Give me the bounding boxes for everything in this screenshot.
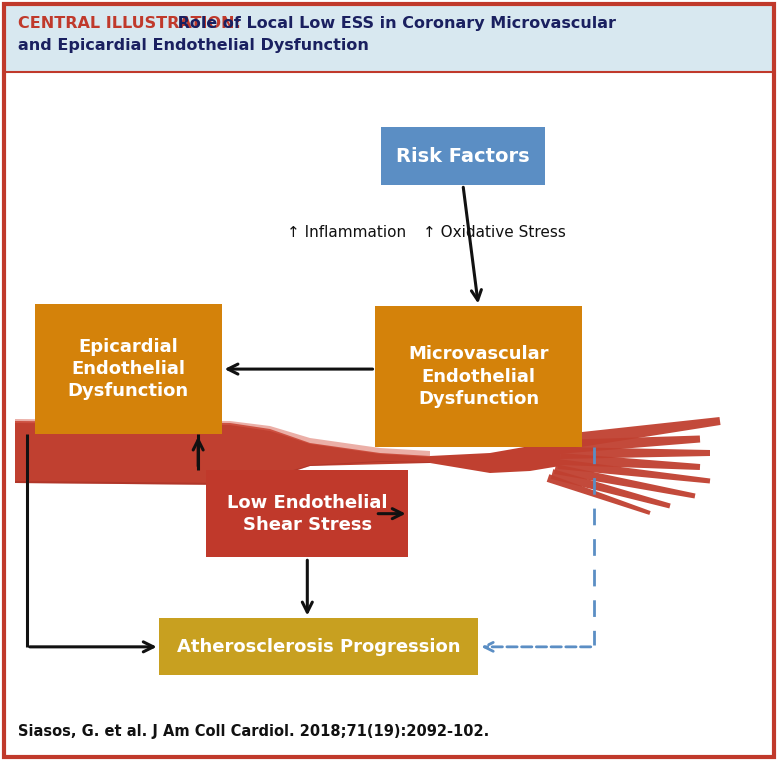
Text: Role of Local Low ESS in Coronary Microvascular: Role of Local Low ESS in Coronary Microv… [172,16,616,31]
Polygon shape [15,461,430,485]
Polygon shape [15,421,430,485]
Text: Atherosclerosis Progression: Atherosclerosis Progression [177,638,461,656]
Polygon shape [560,447,710,459]
Text: Siasos, G. et al. J Am Coll Cardiol. 2018;71(19):2092-102.: Siasos, G. et al. J Am Coll Cardiol. 201… [18,724,489,739]
Text: Microvascular
Endothelial
Dysfunction: Microvascular Endothelial Dysfunction [408,345,548,408]
Polygon shape [554,417,720,451]
Polygon shape [554,464,696,498]
Polygon shape [558,459,710,483]
Polygon shape [547,474,650,515]
Polygon shape [558,435,700,454]
FancyBboxPatch shape [35,304,222,434]
Polygon shape [15,419,430,457]
FancyBboxPatch shape [159,618,478,676]
FancyBboxPatch shape [375,306,581,447]
Text: ↑ Inflammation: ↑ Inflammation [286,224,406,240]
Text: Low Endothelial
Shear Stress: Low Endothelial Shear Stress [227,494,387,533]
Text: Epicardial
Endothelial
Dysfunction: Epicardial Endothelial Dysfunction [68,338,189,400]
FancyBboxPatch shape [381,127,545,185]
Text: ↑ Oxidative Stress: ↑ Oxidative Stress [422,224,566,240]
Polygon shape [430,441,560,473]
Text: CENTRAL ILLUSTRATION:: CENTRAL ILLUSTRATION: [18,16,241,31]
Bar [4,4,774,72]
Text: and Epicardial Endothelial Dysfunction: and Epicardial Endothelial Dysfunction [18,38,369,53]
Polygon shape [559,453,700,470]
FancyBboxPatch shape [206,470,408,557]
Text: Risk Factors: Risk Factors [396,147,530,165]
Polygon shape [551,470,671,508]
